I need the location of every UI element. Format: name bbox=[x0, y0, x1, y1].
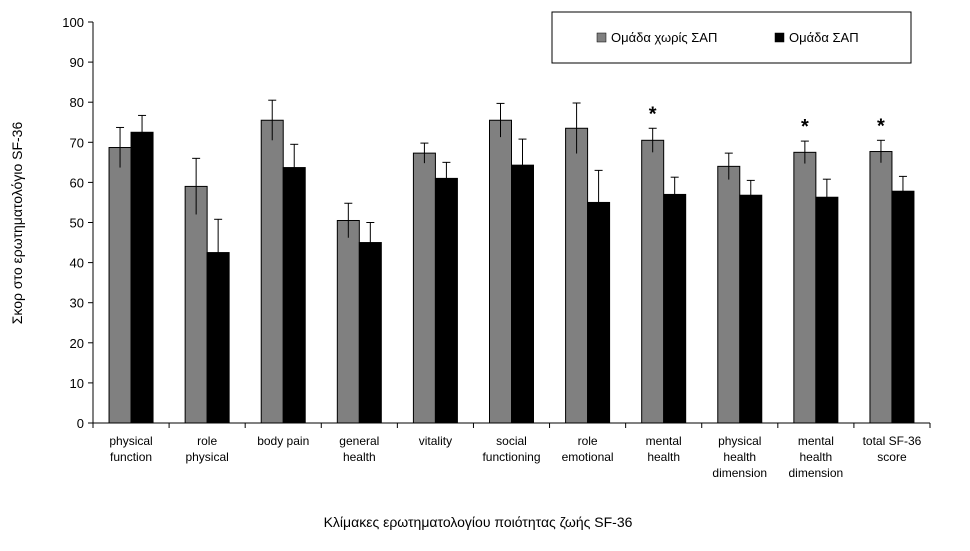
significance-marker: * bbox=[877, 115, 885, 137]
legend-swatch-group-without bbox=[596, 32, 607, 43]
y-tick-label: 10 bbox=[70, 376, 84, 391]
y-tick-label: 100 bbox=[62, 15, 84, 30]
x-category-label: mental health bbox=[646, 434, 682, 464]
bar-series-0 bbox=[336, 219, 360, 424]
x-category-label: social functioning bbox=[482, 434, 540, 464]
bar-series-0 bbox=[260, 119, 284, 424]
bar-series-0 bbox=[717, 165, 741, 424]
bar-series-0 bbox=[641, 139, 665, 424]
bar-series-1 bbox=[739, 194, 763, 424]
bar-series-1 bbox=[815, 196, 839, 424]
error-bars-layer: * * * bbox=[116, 99, 907, 286]
bar-series-0 bbox=[565, 127, 589, 424]
bar-series-1 bbox=[663, 193, 687, 424]
bar-series-1 bbox=[587, 201, 611, 424]
significance-marker: * bbox=[801, 116, 809, 138]
bar-series-0 bbox=[108, 147, 132, 424]
y-tick-label: 50 bbox=[70, 216, 84, 231]
legend: Ομάδα χωρίς ΣΑΠ Ομάδα ΣΑΠ bbox=[551, 11, 912, 64]
y-axis-title: Σκορ στο ερωτηματολόγιο SF-36 bbox=[9, 122, 25, 325]
x-category-label: total SF-36 score bbox=[863, 434, 922, 464]
x-axis-title: Κλίμακες ερωτηματολογίου ποιότητας ζωής … bbox=[324, 514, 633, 530]
bar-series-0 bbox=[869, 151, 893, 424]
bar-series-0 bbox=[489, 119, 512, 424]
x-category-label: general health bbox=[339, 434, 379, 464]
x-category-label: body pain bbox=[257, 434, 309, 448]
x-category-label: role physical bbox=[185, 434, 228, 464]
y-tick-label: 0 bbox=[77, 416, 84, 431]
significance-marker: * bbox=[649, 103, 657, 125]
legend-label-group-without: Ομάδα χωρίς ΣΑΠ bbox=[611, 30, 717, 45]
y-tick-label: 20 bbox=[70, 336, 84, 351]
bar-series-0 bbox=[412, 152, 436, 424]
x-category-label: role emotional bbox=[562, 434, 614, 464]
bars-layer bbox=[108, 119, 915, 424]
y-axis: 0 10 20 30 40 50 60 70 80 90 100 bbox=[62, 15, 94, 431]
bar-series-1 bbox=[130, 131, 154, 424]
bar-series-1 bbox=[282, 167, 306, 424]
y-tick-label: 90 bbox=[70, 55, 84, 70]
x-axis: physical function role physical body pain gen… bbox=[92, 422, 931, 480]
bar-series-1 bbox=[434, 177, 458, 424]
y-tick-label: 70 bbox=[70, 135, 84, 150]
x-category-label: physical function bbox=[109, 434, 152, 464]
y-tick-label: 60 bbox=[70, 175, 84, 190]
bar-series-0 bbox=[184, 185, 208, 424]
legend-label-group-with: Ομάδα ΣΑΠ bbox=[789, 30, 859, 45]
bar-series-1 bbox=[511, 164, 534, 424]
x-category-label: vitality bbox=[419, 434, 452, 448]
legend-box bbox=[551, 11, 912, 64]
y-tick-label: 80 bbox=[70, 95, 84, 110]
legend-swatch-group-with bbox=[774, 32, 785, 43]
y-tick-label: 40 bbox=[70, 256, 84, 271]
x-category-label: mental health dimension bbox=[789, 434, 844, 480]
bar-series-1 bbox=[358, 242, 382, 424]
bar-series-1 bbox=[891, 190, 915, 424]
y-tick-label: 30 bbox=[70, 296, 84, 311]
bar-series-0 bbox=[793, 151, 817, 424]
x-category-label: physical health dimension bbox=[712, 434, 767, 480]
